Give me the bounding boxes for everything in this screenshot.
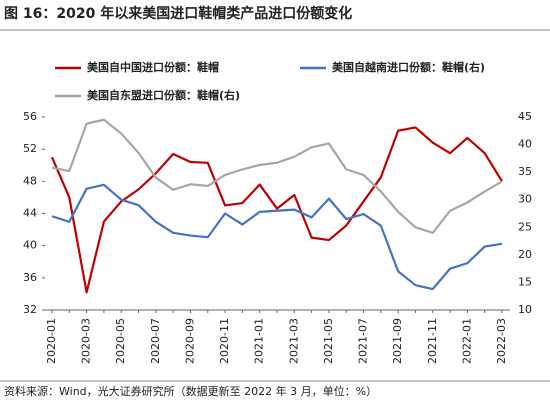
- x-tick-label: 2021-01: [253, 318, 266, 364]
- y2-tick-label: 30: [518, 193, 532, 206]
- x-tick-label: 2020-09: [183, 318, 196, 364]
- x-tick-label: 2020-01: [45, 318, 58, 364]
- y-tick-label: 32: [23, 303, 37, 316]
- y2-tick-label: 45: [518, 110, 532, 123]
- x-tick-label: 2021-07: [357, 318, 370, 364]
- source: 资料来源：Wind，光大证券研究所（数据更新至 2022 年 3 月，单位：%）: [4, 384, 377, 398]
- y-tick-label: 44: [23, 207, 37, 220]
- series-line: [51, 118, 503, 234]
- y2-tick-label: 40: [518, 138, 532, 151]
- series-line: [51, 183, 503, 291]
- y-tick-label: 48: [23, 174, 37, 187]
- y2-tick-label: 35: [518, 165, 532, 178]
- y2-tick-label: 20: [518, 248, 532, 261]
- y-tick-label: 40: [23, 239, 37, 252]
- y2-tick-label: 25: [518, 220, 532, 233]
- legend-label: 美国自中国进口份额：鞋帽: [87, 60, 219, 74]
- legend-label: 美国自越南进口份额：鞋帽(右): [332, 60, 485, 74]
- x-tick-label: 2020-03: [80, 318, 93, 364]
- x-tick-label: 2021-03: [287, 318, 300, 364]
- x-tick-label: 2022-01: [460, 318, 473, 364]
- x-tick-label: 2020-11: [218, 318, 231, 364]
- legend-label: 美国自东盟进口份额：鞋帽(右): [87, 88, 240, 102]
- y-tick-label: 52: [23, 142, 37, 155]
- y2-tick-label: 10: [518, 303, 532, 316]
- x-tick-label: 2021-09: [391, 318, 404, 364]
- y-tick-label: 36: [23, 271, 37, 284]
- x-tick-label: 2020-07: [149, 318, 162, 364]
- chart-title: 图 16：2020 年以来美国进口鞋帽类产品进口份额变化: [4, 5, 352, 22]
- x-tick-label: 2020-05: [114, 318, 127, 364]
- x-tick-label: 2021-11: [426, 318, 439, 364]
- y2-tick-label: 15: [518, 275, 532, 288]
- series-line: [50, 126, 503, 294]
- x-tick-label: 2022-03: [495, 318, 508, 364]
- x-tick-label: 2021-05: [322, 318, 335, 364]
- y-tick-label: 56: [23, 110, 37, 123]
